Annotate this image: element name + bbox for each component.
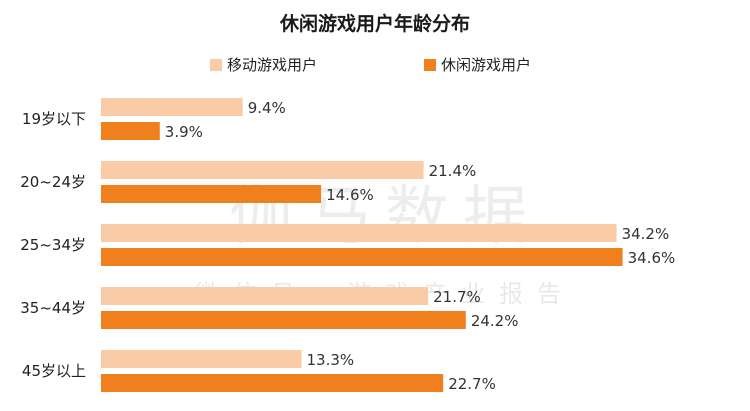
data-label-casual: 34.6%	[628, 249, 676, 267]
bar-casual	[101, 248, 623, 266]
bar-mobile	[101, 350, 302, 368]
category-label: 45岁以上	[22, 362, 86, 380]
data-label-casual: 3.9%	[165, 123, 203, 141]
bar-casual	[101, 185, 322, 203]
data-label-mobile: 13.3%	[306, 351, 354, 369]
category-label: 25~34岁	[20, 236, 86, 254]
data-label-casual: 14.6%	[326, 186, 374, 204]
chart-title: 休闲游戏用户年龄分布	[279, 12, 470, 35]
legend: 移动游戏用户 休闲游戏用户	[210, 56, 531, 74]
data-label-mobile: 21.4%	[429, 162, 477, 180]
bar-casual	[101, 122, 160, 140]
data-label-mobile: 9.4%	[248, 99, 286, 117]
data-label-casual: 24.2%	[471, 312, 519, 330]
bar-mobile	[101, 98, 243, 116]
bar-mobile	[101, 224, 617, 242]
legend-swatch-casual	[424, 59, 436, 71]
data-label-casual: 22.7%	[448, 375, 496, 393]
bars: 19岁以下 9.4% 3.9% 20~24岁 21.4% 14.6% 25~34岁 34.2%…	[20, 98, 675, 393]
bar-casual	[101, 311, 466, 329]
bar-mobile	[101, 287, 429, 305]
data-label-mobile: 21.7%	[433, 288, 481, 306]
legend-label-casual: 休闲游戏用户	[441, 56, 531, 74]
data-label-mobile: 34.2%	[622, 225, 670, 243]
category-label: 19岁以下	[22, 110, 86, 128]
category-label: 20~24岁	[20, 173, 86, 191]
bar-mobile	[101, 161, 424, 179]
legend-swatch-mobile	[210, 59, 222, 71]
legend-label-mobile: 移动游戏用户	[227, 56, 317, 74]
bar-casual	[101, 374, 444, 392]
category-label: 35~44岁	[20, 299, 86, 317]
